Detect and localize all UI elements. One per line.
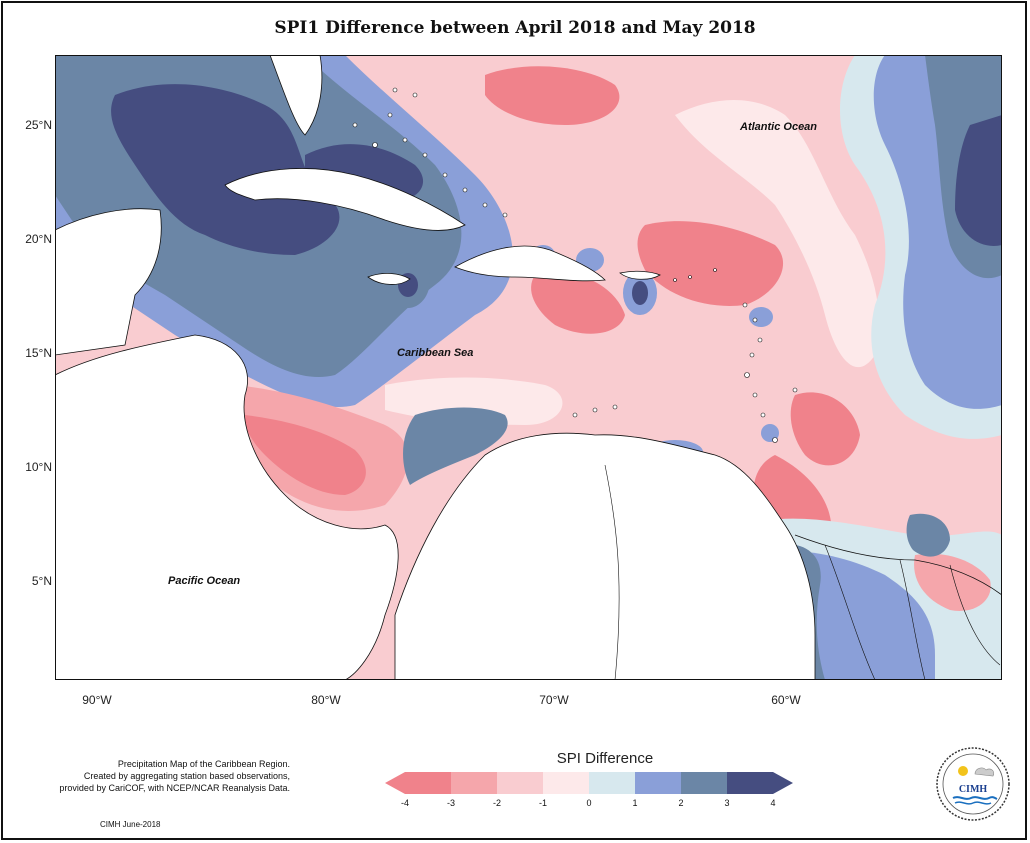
credits-line-3: provided by CariCOF, with NCEP/NCAR Rean…: [59, 783, 290, 793]
legend-swatch: [543, 772, 589, 794]
lesser-antilles: [572, 268, 798, 443]
lat-label-10: 10°N: [25, 460, 52, 474]
label-pacific-ocean: Pacific Ocean: [168, 575, 241, 587]
lat-label-25: 25°N: [25, 118, 52, 132]
lon-label-70: 70°W: [539, 693, 569, 707]
cloud-icon: [974, 767, 995, 777]
land-border-4: [949, 564, 1001, 666]
land-florida: [269, 55, 323, 136]
zone-east-red-4: [790, 392, 860, 466]
zone-east-red-3: [531, 272, 625, 334]
credits-line-1: Precipitation Map of the Caribbean Regio…: [117, 759, 290, 769]
legend-tick-label: -3: [446, 798, 455, 808]
zone-atlantic-light: [675, 100, 879, 368]
land-central-america: [55, 334, 399, 680]
land-cuba: [224, 168, 466, 231]
lon-label-90: 90°W: [82, 693, 112, 707]
land-border-3: [899, 559, 926, 680]
wave-icon: [952, 796, 998, 800]
label-caribbean-sea: Caribbean Sea: [397, 347, 474, 359]
cell-puerto-rico-dark: [632, 281, 648, 305]
legend-title: SPI Difference: [556, 750, 654, 767]
legend-swatch: [727, 772, 793, 794]
lat-label-5: 5°N: [31, 574, 52, 588]
zone-central-america-deep-red: [244, 415, 366, 495]
zone-east-red-1: [637, 221, 784, 306]
zone-east-red-2: [485, 66, 620, 125]
land-yucatan: [55, 208, 162, 356]
lon-label-60: 60°W: [771, 693, 801, 707]
legend-tick-label: 2: [678, 798, 684, 808]
zone-atlantic-east-dark: [955, 115, 1002, 246]
zone-guianas-red: [914, 553, 991, 611]
legend-tick-label: -4: [400, 798, 409, 808]
label-atlantic-ocean: Atlantic Ocean: [740, 121, 818, 133]
legend-tick-label: -2: [492, 798, 501, 808]
credits-line-2: Created by aggregating station based obs…: [83, 771, 290, 781]
land-south-america: [394, 432, 816, 680]
zone-colombia-blue: [403, 407, 508, 485]
sun-icon: [958, 766, 968, 776]
cimh-logo: CIMH: [936, 747, 1010, 821]
legend-tick-label: 4: [770, 798, 776, 808]
spi-map: [55, 55, 1002, 680]
land-hispaniola: [454, 245, 606, 282]
legend-swatch: [497, 772, 543, 794]
lon-label-80: 80°W: [311, 693, 341, 707]
legend-swatch: [635, 772, 681, 794]
legend-swatches: [385, 772, 793, 794]
logo-name: CIMH: [959, 784, 988, 795]
land-border-2: [824, 544, 876, 680]
lat-label-15: 15°N: [25, 346, 52, 360]
map-title: SPI1 Difference between April 2018 and M…: [274, 18, 756, 38]
legend-tick-label: -1: [538, 798, 547, 808]
bahamas: [352, 87, 508, 218]
legend-swatch: [451, 772, 497, 794]
zone-gulf-dark: [111, 84, 340, 255]
land-puerto-rico: [619, 270, 661, 280]
legend-colorbar: [385, 772, 793, 794]
legend-tick-label: 1: [632, 798, 638, 808]
legend-swatch: [589, 772, 635, 794]
land-jamaica: [367, 273, 411, 285]
legend-swatch: [681, 772, 727, 794]
land-guianas-coast: [794, 534, 1002, 596]
lat-label-20: 20°N: [25, 232, 52, 246]
credits-text: Precipitation Map of the Caribbean Regio…: [8, 758, 290, 794]
legend-tick-label: 3: [724, 798, 730, 808]
land-border-1: [604, 464, 620, 680]
legend-tick-label: 0: [586, 798, 592, 808]
legend-swatch: [385, 772, 451, 794]
cell-antilles-blue-1: [749, 307, 773, 327]
footer-date: CIMH June-2018: [100, 820, 161, 829]
map-frame: [55, 55, 1002, 680]
zone-southeast-blue: [906, 513, 950, 557]
